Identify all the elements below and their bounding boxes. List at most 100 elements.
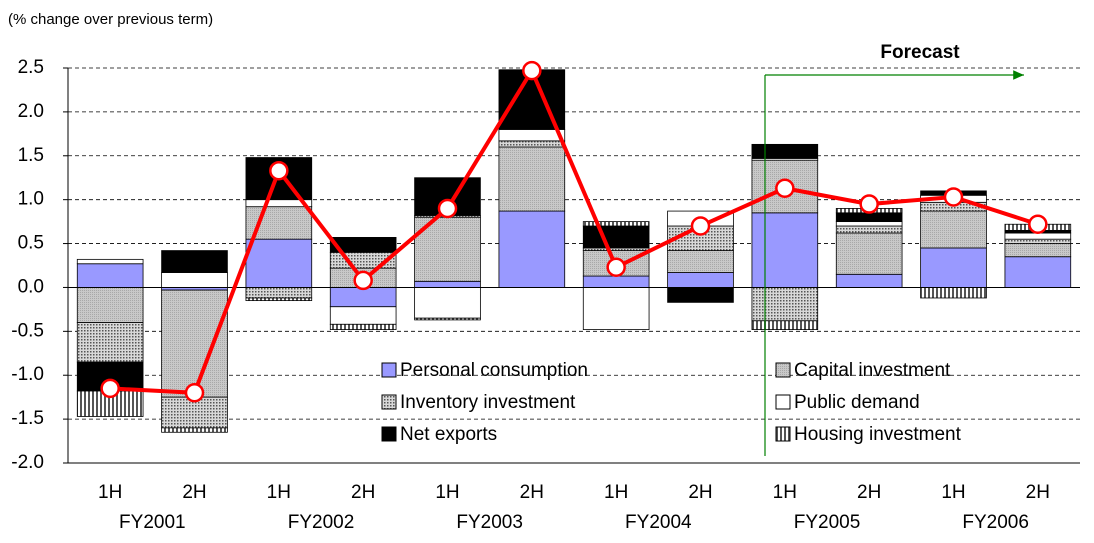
y-tick-label: 0.5 xyxy=(18,233,44,254)
legend-swatch xyxy=(381,426,397,442)
y-tick-label: 2.5 xyxy=(18,57,44,78)
bar-segment xyxy=(498,210,566,288)
annotation: Forecast xyxy=(880,42,960,63)
bar-segment xyxy=(751,287,819,322)
bar-segment xyxy=(751,320,819,330)
bar-segment xyxy=(76,263,144,288)
line-point xyxy=(100,378,120,399)
y-axis-label: (% change over previous term) xyxy=(8,11,213,28)
x-group-label: FY2002 xyxy=(288,512,355,533)
legend-label: Net exports xyxy=(400,424,497,445)
line xyxy=(110,66,1039,395)
bar-segment xyxy=(498,129,566,142)
bar-segment xyxy=(329,287,397,308)
bar-segment xyxy=(329,306,397,325)
legend-label: Inventory investment xyxy=(400,392,576,413)
x-group-label: FY2005 xyxy=(794,512,861,533)
bar-segment xyxy=(582,275,650,288)
bar-segment xyxy=(835,225,903,234)
bar-segment xyxy=(161,427,228,433)
bar-segment xyxy=(582,225,650,249)
x-tick-label: 2H xyxy=(351,482,375,503)
x-tick-label: 2H xyxy=(182,482,206,503)
bar-segment xyxy=(245,287,313,299)
bar-segment xyxy=(751,212,819,288)
line-point xyxy=(437,198,458,219)
x-tick-label: 1H xyxy=(267,482,291,503)
line-point xyxy=(269,160,289,181)
bar-segment xyxy=(329,237,397,253)
y-tick-label: -2.0 xyxy=(11,452,44,473)
bar-segment xyxy=(414,287,481,319)
line-point xyxy=(522,60,542,81)
x-group-label: FY2003 xyxy=(456,512,523,533)
y-tick-label: -1.5 xyxy=(11,408,44,429)
line-point xyxy=(606,257,626,278)
legend-swatch xyxy=(775,394,791,410)
line-point xyxy=(353,270,373,291)
bar-segment xyxy=(667,250,734,273)
y-tick-label: 0.0 xyxy=(18,276,44,297)
bar-segment xyxy=(76,287,144,323)
bar-segment xyxy=(582,221,650,227)
legend-swatch xyxy=(381,394,397,410)
legend-label: Capital investment xyxy=(794,360,951,381)
bar-segment xyxy=(245,238,313,288)
bar-segment xyxy=(920,287,987,299)
bar-segment xyxy=(582,287,650,330)
bar-segment xyxy=(76,322,144,363)
legend-swatch xyxy=(381,362,397,378)
x-group-label: FY2006 xyxy=(962,512,1029,533)
bar-segment xyxy=(1004,256,1072,288)
x-tick-label: 1H xyxy=(941,482,965,503)
line-point xyxy=(859,194,879,214)
bar-segment xyxy=(414,280,481,288)
y-tick-label: -0.5 xyxy=(11,320,44,341)
bar-segment xyxy=(1004,243,1072,258)
y-tick-label: 1.0 xyxy=(18,189,44,210)
x-tick-label: 1H xyxy=(435,482,459,503)
bar-segment xyxy=(1004,238,1072,244)
bar-segment xyxy=(498,146,566,212)
x-tick-label: 1H xyxy=(773,482,797,503)
bar-segment xyxy=(835,221,903,227)
x-tick-label: 1H xyxy=(98,482,122,503)
x-tick-label: 1H xyxy=(604,482,628,503)
x-tick-label: 2H xyxy=(1026,482,1050,503)
legend-label: Public demand xyxy=(794,392,920,413)
legend-swatch xyxy=(775,362,791,378)
bar-segment xyxy=(835,273,903,288)
y-tick-label: 1.5 xyxy=(18,145,44,166)
line-point xyxy=(943,187,964,207)
bar-segment xyxy=(751,143,819,159)
bar-segment xyxy=(245,297,313,302)
bar-segment xyxy=(920,247,987,288)
x-tick-label: 2H xyxy=(520,482,544,503)
legend-swatch xyxy=(775,426,791,442)
line-point xyxy=(690,216,711,236)
bar-segment xyxy=(161,250,228,273)
legend-label: Housing investment xyxy=(794,424,962,445)
bar-segment xyxy=(835,212,903,223)
y-tick-label: 2.0 xyxy=(18,101,44,122)
legend-label: Personal consumption xyxy=(400,360,588,381)
x-tick-label: 2H xyxy=(688,482,712,503)
bar-segment xyxy=(76,258,144,265)
bar-segment xyxy=(498,140,566,148)
bar-segment xyxy=(667,272,734,288)
bar-segment xyxy=(667,287,734,303)
line-point xyxy=(184,383,205,403)
bar-segment xyxy=(161,289,228,398)
bar-segment xyxy=(329,323,397,330)
bar-segment xyxy=(161,272,228,288)
y-tick-label: -1.0 xyxy=(11,364,44,385)
bar-segment xyxy=(751,159,819,214)
x-group-label: FY2004 xyxy=(625,512,692,533)
bar-segment xyxy=(920,210,987,249)
line-point xyxy=(1028,214,1048,234)
bar-segment xyxy=(835,232,903,275)
x-group-label: FY2001 xyxy=(119,512,186,533)
x-tick-label: 2H xyxy=(857,482,881,503)
bar-segment xyxy=(414,317,481,321)
